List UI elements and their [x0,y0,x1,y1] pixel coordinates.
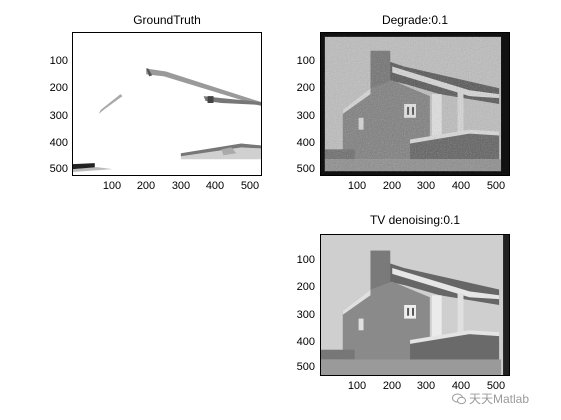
ground-truth-title: GroundTruth [133,13,201,27]
tv-denoising-xtick: 200 [382,380,402,392]
degrade-image [321,33,509,175]
ground-truth-image [73,33,261,175]
degrade-xtick: 300 [416,180,436,192]
ground-truth-ytick: 400 [49,137,68,149]
degrade-xtick: 400 [451,180,471,192]
tv-denoising-xtick: 500 [486,380,506,392]
degrade-xtick: 200 [382,180,402,192]
tv-denoising-title: TV denoising:0.1 [369,213,461,227]
degrade-xtick: 100 [347,180,367,192]
watermark-text: 天天Matlab [469,392,530,406]
degrade-axes [320,32,510,176]
ground-truth-xtick: 400 [205,180,225,192]
tv-denoising-xtick: 400 [451,380,471,392]
ground-truth-ytick: 100 [49,55,68,67]
tv-denoising-xtick: 300 [416,380,436,392]
tv-denoising-xtick: 100 [347,380,367,392]
tv-denoising-ytick: 300 [296,309,315,321]
ground-truth-ytick: 500 [49,163,68,175]
degrade-ytick: 200 [296,82,315,94]
ground-truth-xtick: 500 [240,180,260,192]
degrade-ytick: 100 [296,55,315,67]
tv-denoising-axes [320,234,510,376]
tv-denoising-ytick: 400 [296,336,315,348]
chat-bubble-icon [452,393,466,405]
ground-truth-xtick: 300 [171,180,191,192]
tv-denoising-image [321,235,509,375]
tv-denoising-ytick: 200 [296,281,315,293]
watermark: 天天Matlab [452,390,529,407]
ground-truth-ytick: 200 [49,82,68,94]
ground-truth-ytick: 300 [49,110,68,122]
degrade-ytick: 300 [296,110,315,122]
ground-truth-xtick: 100 [102,180,122,192]
tv-denoising-ytick: 500 [296,361,315,373]
tv-denoising-ytick: 100 [296,254,315,266]
degrade-ytick: 500 [296,163,315,175]
degrade-xtick: 500 [486,180,506,192]
ground-truth-axes [72,32,262,176]
degrade-ytick: 400 [296,137,315,149]
degrade-title: Degrade:0.1 [381,13,449,27]
ground-truth-xtick: 200 [136,180,156,192]
